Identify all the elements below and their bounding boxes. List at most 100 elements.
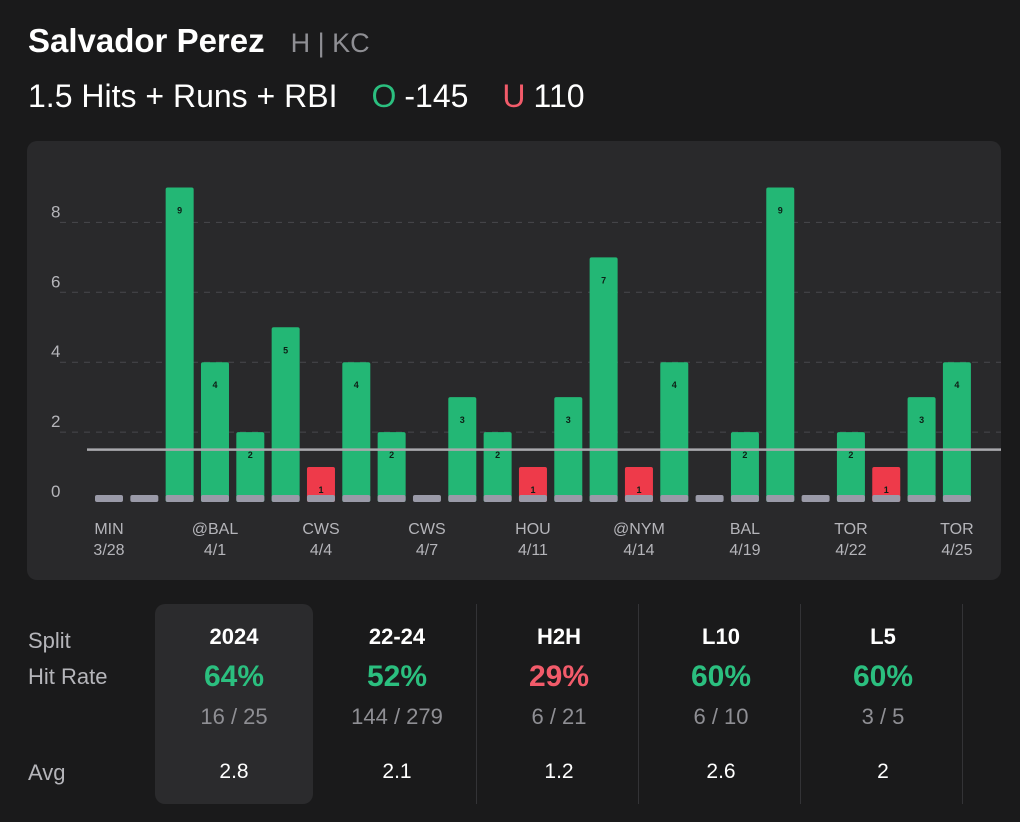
- bar-base: [200, 495, 229, 502]
- bar[interactable]: [872, 467, 901, 502]
- hit-fraction: 3 / 5: [861, 704, 905, 729]
- bar-value-label: 4: [212, 380, 217, 390]
- split-column[interactable]: L5 60% 3 / 5 2: [804, 604, 963, 804]
- split-name: L5: [870, 624, 896, 649]
- hit-rate-label: Hit Rate: [28, 664, 108, 689]
- bar[interactable]: [236, 432, 265, 502]
- player-name: Salvador Perez: [28, 22, 265, 59]
- x-tick-date: 3/28: [93, 542, 124, 559]
- under-odds[interactable]: 110: [533, 78, 585, 114]
- prop-title: 1.5 Hits + Runs + RBI: [28, 78, 338, 114]
- avg-value: 2.8: [219, 760, 249, 783]
- hit-fraction: 6 / 10: [693, 704, 749, 729]
- over-odds[interactable]: -145: [404, 78, 469, 114]
- bar-base: [907, 495, 936, 502]
- hit-rate: 64%: [203, 660, 265, 693]
- bar-value-label: 5: [283, 345, 288, 355]
- bar-base: [554, 495, 583, 502]
- bar[interactable]: [660, 362, 689, 502]
- bar-base: [377, 495, 406, 502]
- avg-value: 2.1: [382, 760, 412, 783]
- bar-base: [695, 495, 724, 502]
- bar-base: [483, 495, 512, 502]
- bar-value-label: 4: [672, 380, 677, 390]
- bar-value-label: 2: [742, 450, 747, 460]
- hit-fraction: 144 / 279: [351, 704, 443, 729]
- x-tick-opponent: @BAL: [192, 521, 239, 538]
- bar-value-label: 2: [248, 450, 253, 460]
- bar[interactable]: [342, 362, 371, 502]
- x-tick-date: 4/7: [416, 542, 438, 559]
- game-log-chart: 0 2 4 6 8 9 4 2 5 1 4 2 3 2 1 3 7 1 4 2 9 2 1 3 4 MIN 3/28 @BAL 4/1 C…: [27, 141, 1001, 580]
- bar-base: [518, 495, 547, 502]
- bar-value-label: 1: [636, 485, 641, 495]
- y-tick-label: 6: [51, 272, 60, 291]
- split-column[interactable]: L10 60% 6 / 10 2.6: [642, 604, 801, 804]
- bar[interactable]: [589, 257, 618, 502]
- bar-base: [872, 495, 901, 502]
- bar-base: [942, 495, 971, 502]
- bar-base: [730, 495, 759, 502]
- bar-value-label: 9: [177, 205, 182, 215]
- bar[interactable]: [766, 187, 795, 502]
- bar-base: [271, 495, 300, 502]
- bar[interactable]: [377, 432, 406, 502]
- x-tick-opponent: CWS: [302, 521, 339, 538]
- avg-label: Avg: [28, 760, 66, 785]
- bar-value-label: 3: [460, 415, 465, 425]
- bar-value-label: 2: [495, 450, 500, 460]
- bar[interactable]: [483, 432, 512, 502]
- avg-value: 2: [877, 760, 889, 783]
- split-column[interactable]: 22-24 52% 144 / 279 2.1: [318, 604, 477, 804]
- bar[interactable]: [942, 362, 971, 502]
- x-tick-opponent: @NYM: [613, 521, 665, 538]
- bar[interactable]: [306, 467, 335, 502]
- bar[interactable]: [624, 467, 653, 502]
- under-icon: U: [502, 78, 526, 114]
- y-tick-label: 0: [51, 482, 60, 501]
- bar[interactable]: [165, 187, 194, 502]
- split-column[interactable]: H2H 29% 6 / 21 1.2: [480, 604, 639, 804]
- hit-rate: 52%: [366, 660, 428, 693]
- y-tick-label: 8: [51, 202, 60, 221]
- x-tick-opponent: TOR: [834, 521, 867, 538]
- avg-value: 2.6: [706, 760, 736, 783]
- bar[interactable]: [271, 327, 300, 502]
- bar[interactable]: [200, 362, 229, 502]
- x-tick-opponent: TOR: [940, 521, 973, 538]
- hit-fraction: 6 / 21: [531, 704, 587, 729]
- bar-base: [342, 495, 371, 502]
- bar-base: [660, 495, 689, 502]
- bar-value-label: 3: [566, 415, 571, 425]
- bar-value-label: 4: [954, 380, 959, 390]
- split-name: 2024: [209, 624, 259, 649]
- x-tick-date: 4/22: [835, 542, 866, 559]
- bar-base: [306, 495, 335, 502]
- x-tick-date: 4/11: [518, 542, 548, 559]
- bar-base: [165, 495, 194, 502]
- bar-base: [801, 495, 830, 502]
- bar[interactable]: [730, 432, 759, 502]
- y-tick-label: 4: [51, 342, 60, 361]
- x-tick-opponent: MIN: [94, 521, 123, 538]
- team-label: H | KC: [290, 28, 370, 58]
- split-name: 22-24: [368, 624, 426, 649]
- bar[interactable]: [836, 432, 865, 502]
- bar-base: [836, 495, 865, 502]
- bar[interactable]: [518, 467, 547, 502]
- x-tick-date: 4/1: [204, 542, 226, 559]
- x-tick-date: 4/14: [623, 542, 654, 559]
- bar-base: [448, 495, 477, 502]
- bar-base: [95, 495, 123, 502]
- x-tick-opponent: HOU: [515, 521, 551, 538]
- x-tick-date: 4/19: [729, 542, 760, 559]
- hit-rate: 29%: [528, 660, 590, 693]
- split-column[interactable]: 2024 64% 16 / 25 2.8: [155, 604, 313, 804]
- split-name: L10: [702, 624, 740, 649]
- bar-value-label: 1: [318, 485, 323, 495]
- x-tick-opponent: BAL: [730, 521, 760, 538]
- bar-base: [130, 495, 159, 502]
- split-label: Split: [28, 628, 71, 653]
- split-name: H2H: [536, 624, 581, 649]
